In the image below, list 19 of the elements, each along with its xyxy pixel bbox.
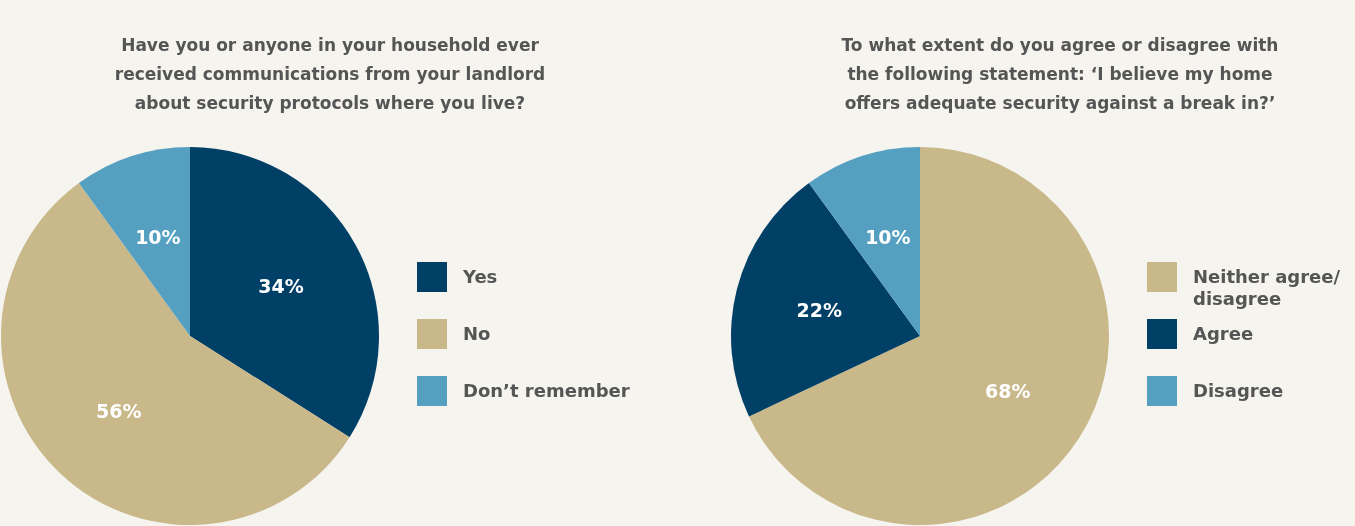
data-label: 22%	[796, 298, 843, 321]
chart-title: Have you or anyone in your household ever received communications from your landlord about security protocols where you live?	[114, 35, 546, 113]
legend-label: Yes	[462, 266, 498, 287]
pie-slice	[1, 183, 350, 525]
data-label: 34%	[258, 274, 304, 297]
pie-slice	[748, 147, 1109, 525]
data-label: 68%	[985, 380, 1031, 403]
legend-label: No	[463, 323, 491, 344]
data-label: 10%	[135, 225, 181, 248]
legend-label: Disagree	[1193, 380, 1284, 401]
legend-label: Don’t remember	[463, 380, 630, 401]
data-label: 56%	[96, 400, 142, 423]
data-label: 10%	[865, 225, 911, 248]
legend-label: Agree	[1193, 323, 1254, 344]
chart-title: To what extent do you agree or disagree with the following statement: ‘I believe my home offers adequate security against a break in?’	[841, 35, 1279, 113]
pie-slice	[731, 183, 920, 417]
legend-label: Neither agree/ disagree	[1193, 266, 1341, 309]
pie-slice	[78, 147, 190, 336]
pie-slice	[190, 147, 379, 438]
